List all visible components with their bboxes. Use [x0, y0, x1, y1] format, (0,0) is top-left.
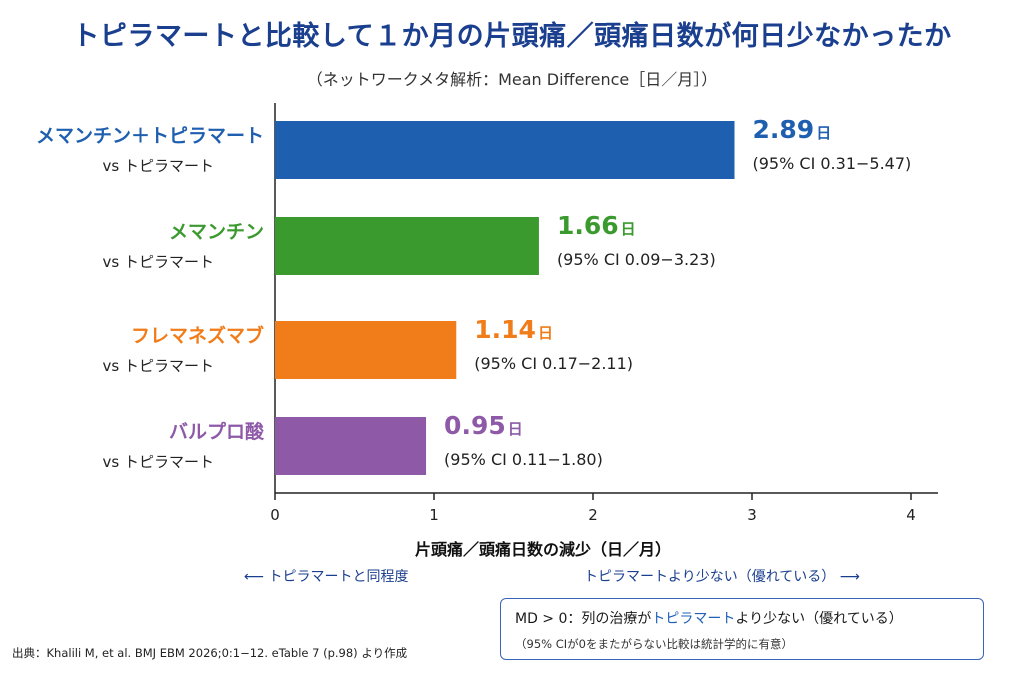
- x-tick-label: 0: [270, 506, 280, 524]
- left-arrow-note: ⟵ トピラマートと同程度: [244, 569, 409, 585]
- data-label-unit: 日: [537, 324, 553, 342]
- interpretation-note: MD > 0：列の治療がトピラマートより少ない（優れている） （95% CIが0…: [500, 598, 984, 660]
- category-label: フレマネズマブ: [130, 325, 264, 347]
- chart-subtitle: （ネットワークメタ解析：Mean Difference［日／月］）: [306, 70, 718, 89]
- comparator-label: vs トピラマート: [102, 157, 214, 175]
- x-tick-label: 4: [906, 506, 916, 524]
- data-label: 0.95 日: [444, 411, 523, 440]
- data-label-unit: 日: [507, 420, 523, 438]
- source-citation: 出典：Khalili M, et al. BMJ EBM 2026;0:1−12…: [12, 646, 408, 660]
- x-tick-label: 1: [429, 506, 439, 524]
- chart-title: トピラマートと比較して１か月の片頭痛／頭痛日数が何日少なかったか: [72, 21, 952, 52]
- category-label: メマンチン: [168, 221, 264, 243]
- comparator-label: vs トピラマート: [102, 453, 214, 471]
- comparator-label: vs トピラマート: [102, 357, 214, 375]
- category-label: バルプロ酸: [168, 421, 264, 443]
- category-label: メマンチン＋トピラマート: [35, 125, 264, 147]
- note-sub-text: （95% CIが0をまたがらない比較は統計学的に有意）: [515, 637, 793, 651]
- data-label-value: 1.66: [556, 211, 619, 240]
- x-tick-label: 2: [588, 506, 598, 524]
- bar: [275, 321, 457, 379]
- data-label-value: 0.95: [444, 411, 506, 440]
- ci-label: (95% CI 0.31−5.47): [752, 154, 912, 173]
- x-axis-label: 片頭痛／頭痛日数の減少（日／月）: [415, 540, 672, 559]
- data-label: 1.66 日: [557, 211, 636, 240]
- data-label-value: 2.89: [752, 115, 815, 144]
- data-label-unit: 日: [620, 220, 636, 238]
- data-label-unit: 日: [816, 124, 832, 142]
- data-label: 1.14 日: [474, 315, 553, 344]
- note-highlight: トピラマート: [651, 611, 736, 627]
- ci-label: (95% CI 0.17−2.11): [474, 354, 634, 373]
- ci-label: (95% CI 0.09−3.23): [556, 250, 716, 269]
- bar: [275, 417, 427, 475]
- bar: [275, 121, 735, 179]
- ci-label: (95% CI 0.11−1.80): [444, 450, 603, 469]
- note-main-text: MD > 0：列の治療がトピラマートより少ない（優れている）: [515, 611, 903, 627]
- bar: [275, 217, 539, 275]
- data-label-value: 1.14: [474, 315, 536, 344]
- data-label: 2.89 日: [753, 115, 832, 144]
- right-arrow-note: トピラマートより少ない（優れている） ⟶: [584, 569, 860, 585]
- comparator-label: vs トピラマート: [102, 253, 214, 271]
- x-tick-label: 3: [747, 506, 757, 524]
